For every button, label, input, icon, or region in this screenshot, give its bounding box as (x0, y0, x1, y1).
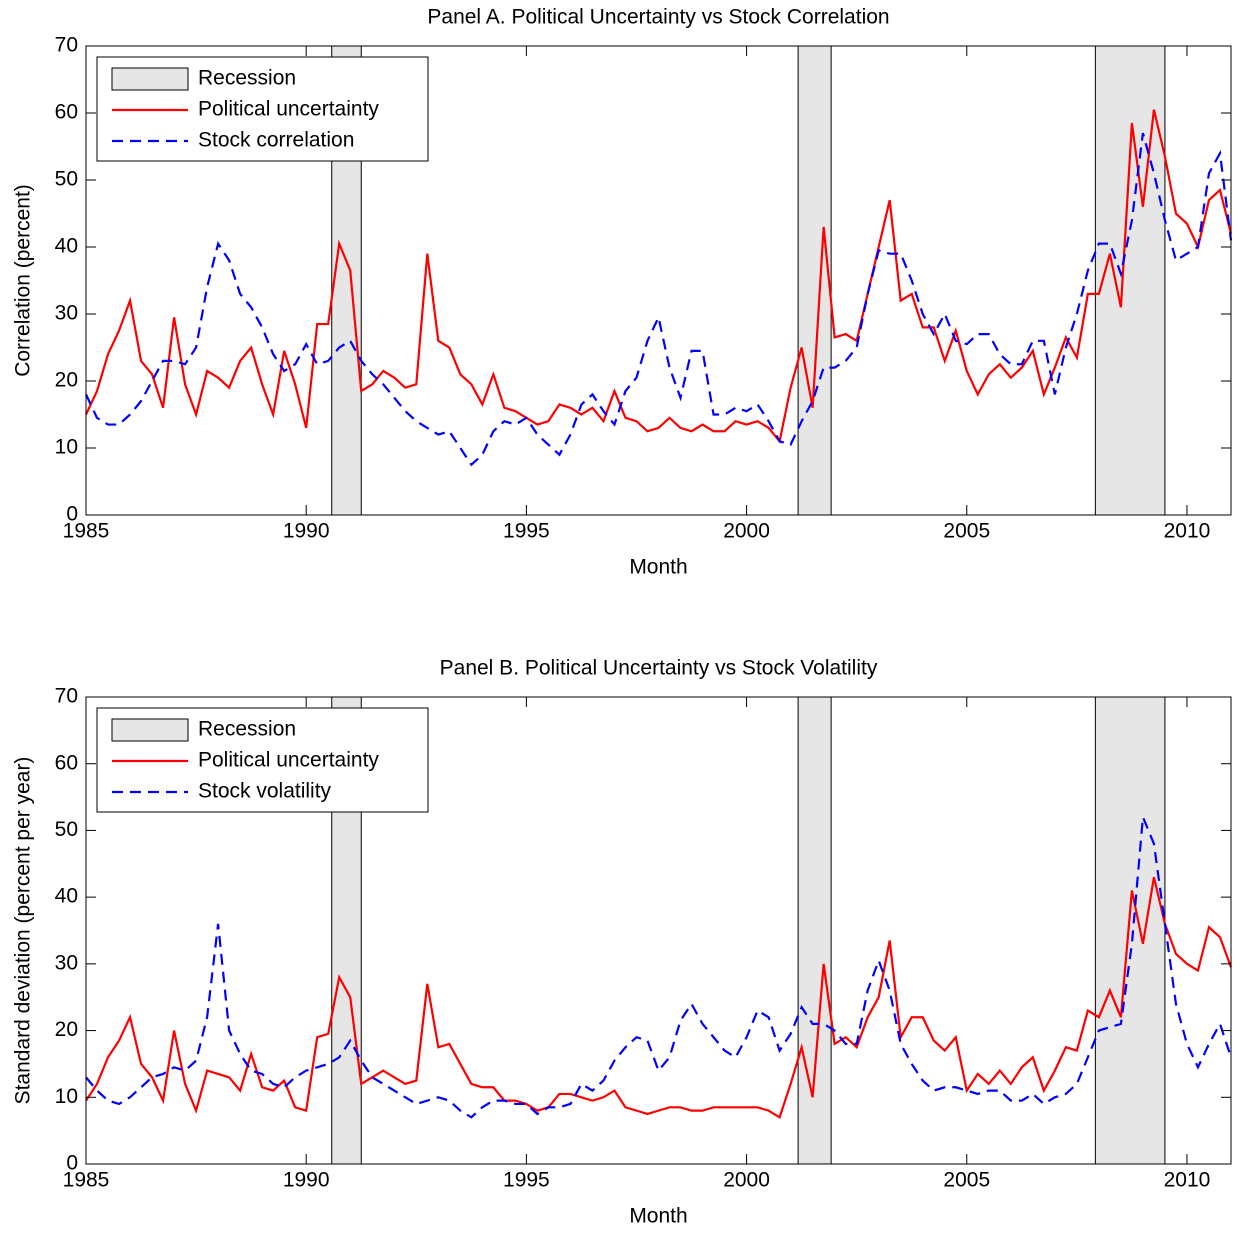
panel: Panel A. Political Uncertainty vs Stock … (12, 6, 1233, 579)
x-tick-label: 1990 (283, 1169, 330, 1192)
y-tick-label: 20 (55, 369, 78, 392)
recession-band (797, 45, 832, 516)
y-tick-label: 0 (66, 1152, 78, 1175)
y-tick-label: 50 (55, 818, 78, 841)
y-tick-label: 0 (66, 503, 78, 526)
axes-box (85, 45, 1232, 516)
recession-band (1094, 696, 1166, 1165)
y-tick-label: 70 (55, 34, 78, 57)
y-tick-label: 70 (55, 685, 78, 708)
x-tick-label: 1985 (63, 520, 110, 543)
x-axis-label: Month (629, 556, 687, 579)
y-tick-label: 30 (55, 302, 78, 325)
y-tick-label: 10 (55, 436, 78, 459)
x-tick-label: 2000 (723, 520, 770, 543)
legend-label: Recession (198, 67, 296, 90)
legend-label: Stock correlation (198, 129, 354, 152)
y-tick-label: 40 (55, 885, 78, 908)
chart-title: Panel A. Political Uncertainty vs Stock … (427, 6, 889, 29)
series-line (85, 132, 1233, 467)
legend-swatch (111, 67, 189, 91)
x-tick-label: 1995 (503, 1169, 550, 1192)
y-axis-label: Correlation (percent) (12, 184, 35, 377)
legend-label: Recession (198, 718, 296, 741)
y-tick-label: 30 (55, 951, 78, 974)
axes-box (85, 696, 1232, 1165)
y-tick-label: 40 (55, 235, 78, 258)
x-tick-label: 2010 (1164, 520, 1211, 543)
y-tick-label: 10 (55, 1085, 78, 1108)
x-tick-label: 2000 (723, 1169, 770, 1192)
series-line (85, 876, 1233, 1119)
y-tick-label: 60 (55, 101, 78, 124)
x-tick-label: 2010 (1164, 1169, 1211, 1192)
legend-label: Political uncertainty (198, 98, 379, 121)
x-tick-label: 1985 (63, 1169, 110, 1192)
x-tick-label: 2005 (943, 1169, 990, 1192)
x-axis-label: Month (629, 1205, 687, 1228)
legend-swatch (111, 718, 189, 742)
x-tick-label: 1995 (503, 520, 550, 543)
y-tick-label: 50 (55, 168, 78, 191)
y-axis-label: Standard deviation (percent per year) (12, 757, 35, 1105)
legend: Recession Political uncertainty Stock corr… (96, 56, 429, 162)
y-tick-label: 60 (55, 751, 78, 774)
x-tick-label: 1990 (283, 520, 330, 543)
y-tick-label: 20 (55, 1018, 78, 1041)
panel: Panel B. Political Uncertainty vs Stock … (12, 657, 1233, 1228)
recession-band (797, 696, 832, 1165)
series-line (85, 109, 1233, 444)
legend-label: Political uncertainty (198, 749, 379, 772)
legend: Recession Political uncertainty Stock vola… (96, 707, 429, 813)
chart-title: Panel B. Political Uncertainty vs Stock … (440, 657, 878, 680)
x-tick-label: 2005 (943, 520, 990, 543)
legend-label: Stock volatility (198, 780, 332, 803)
series-line (85, 816, 1233, 1119)
